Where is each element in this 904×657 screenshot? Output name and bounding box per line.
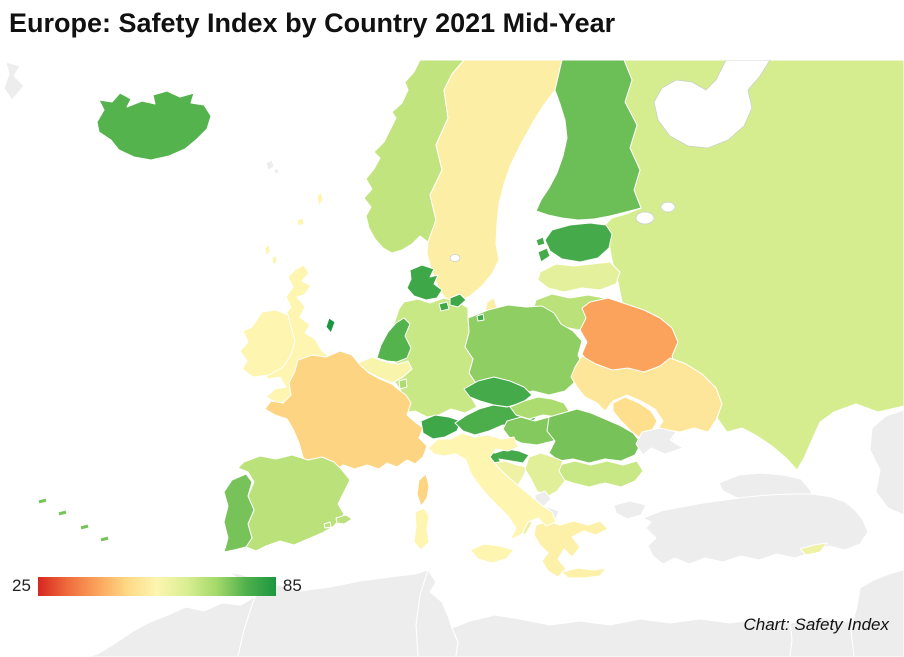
island-sicily[interactable] [469, 543, 515, 564]
country-luxembourg[interactable] [398, 378, 408, 390]
island-sardinia[interactable] [413, 507, 430, 551]
island-azores-1[interactable] [37, 497, 48, 505]
island-bornholm[interactable] [476, 313, 485, 322]
country-italy[interactable] [427, 432, 557, 541]
country-switzerland[interactable] [420, 414, 462, 440]
country-russia[interactable] [603, 60, 904, 471]
region-turkey-thrace [613, 500, 647, 520]
legend-max-label: 85 [282, 576, 302, 595]
region-greenland-sliver [3, 61, 25, 101]
island-mallorca[interactable] [335, 514, 353, 525]
country-czechia[interactable] [463, 376, 533, 408]
country-netherlands[interactable] [376, 317, 412, 363]
island-shetland[interactable] [316, 191, 324, 207]
lake-onega [660, 201, 676, 213]
island-zealand[interactable] [449, 293, 467, 308]
country-france[interactable] [264, 350, 428, 474]
island-azores-4[interactable] [99, 535, 110, 543]
island-saaremaa[interactable] [537, 247, 551, 263]
lake-vanern [449, 254, 461, 262]
legend-min-label: 25 [12, 576, 31, 595]
region-kazakhstan [869, 409, 904, 516]
region-north-africa [85, 569, 904, 657]
border-libya-egypt [789, 622, 793, 657]
europe-choropleth-map [0, 60, 904, 657]
chart-attribution: Chart: Safety Index [743, 615, 889, 634]
country-greece[interactable] [533, 520, 609, 578]
country-latvia[interactable] [537, 261, 621, 293]
region-levant [850, 569, 904, 657]
island-hebrides-2[interactable] [271, 254, 278, 266]
region-faroe-islands [265, 159, 275, 171]
island-hebrides-1[interactable] [264, 243, 271, 257]
country-bulgaria[interactable] [554, 460, 644, 488]
island-corsica[interactable] [416, 473, 430, 507]
country-cyprus[interactable] [799, 542, 828, 556]
country-isle-of-man[interactable] [325, 317, 336, 334]
country-serbia[interactable] [524, 452, 566, 498]
country-estonia[interactable] [544, 222, 613, 263]
country-iceland[interactable] [96, 90, 212, 161]
island-azores-2[interactable] [57, 509, 68, 517]
island-crete[interactable] [561, 567, 607, 579]
island-funen[interactable] [438, 301, 450, 312]
island-ibiza[interactable] [323, 521, 332, 529]
color-legend: 25 85 [12, 576, 302, 596]
border-algeria-tunisia [415, 569, 429, 657]
region-turkey [642, 493, 869, 565]
country-spain[interactable] [237, 454, 351, 552]
country-sweden[interactable] [426, 60, 563, 303]
country-ireland[interactable] [239, 309, 296, 378]
island-orkney[interactable] [296, 217, 305, 227]
page-title: Europe: Safety Index by Country 2021 Mid… [9, 8, 616, 38]
border-tunisia-libya [451, 627, 459, 657]
country-romania[interactable] [546, 408, 642, 464]
island-hiiumaa[interactable] [535, 236, 546, 247]
white-sea [653, 60, 771, 149]
country-belgium[interactable] [357, 356, 413, 384]
region-crimea [635, 427, 684, 456]
country-portugal[interactable] [223, 473, 255, 553]
lake-ladoga [635, 211, 655, 225]
legend-gradient-bar [37, 576, 276, 596]
country-denmark[interactable] [406, 264, 443, 301]
country-finland[interactable] [535, 60, 642, 221]
island-azores-3[interactable] [79, 523, 90, 531]
region-faroe-islet [273, 167, 280, 175]
